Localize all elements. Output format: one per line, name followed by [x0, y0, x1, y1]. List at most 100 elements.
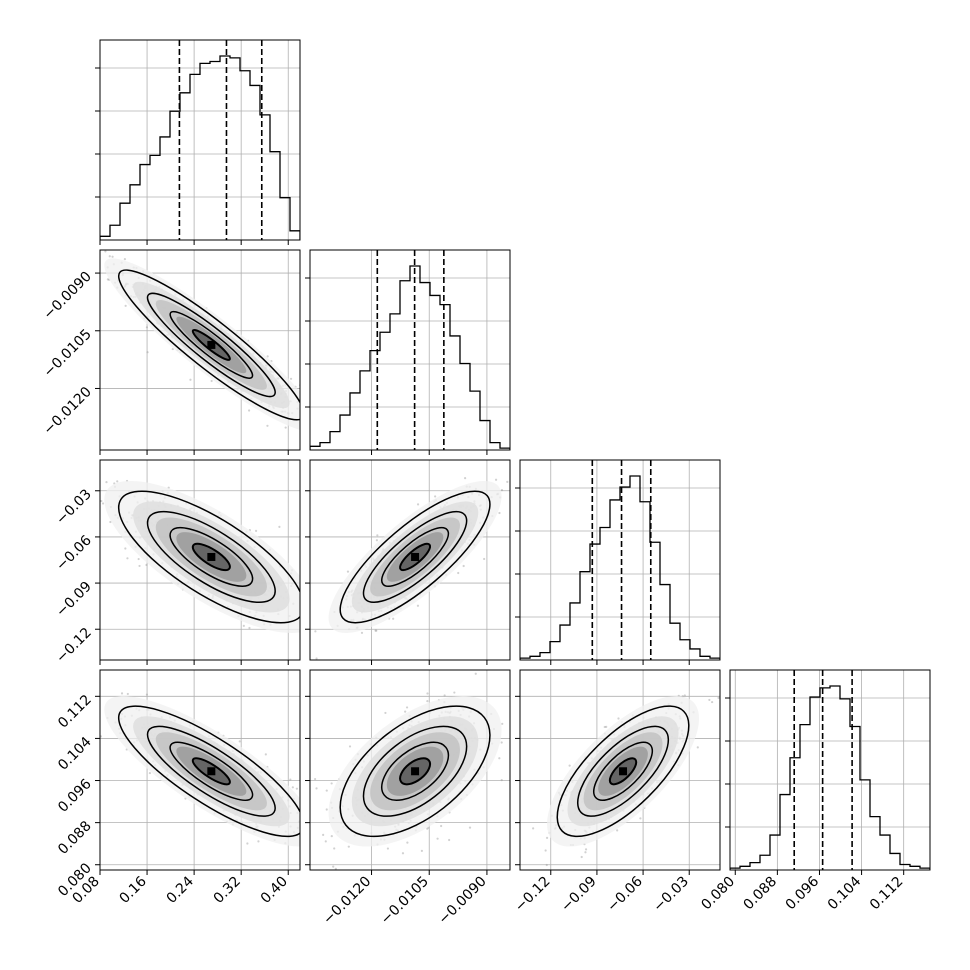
sample-point — [483, 557, 486, 561]
sample-point — [325, 438, 327, 440]
density-group — [97, 692, 309, 847]
sample-point — [266, 424, 269, 427]
sample-point — [306, 413, 308, 415]
contour-2 — [381, 741, 450, 801]
histogram-3 — [730, 685, 930, 870]
sample-point — [440, 824, 443, 828]
sample-point — [324, 840, 327, 843]
sample-point — [302, 609, 304, 611]
sample-point — [501, 722, 504, 725]
y-tick-label-2-0: −0.12 — [53, 625, 95, 667]
contour-1 — [576, 725, 670, 817]
sample-point — [426, 827, 429, 830]
sample-point — [315, 657, 318, 660]
y-tick-label-1-2: −0.0090 — [41, 269, 95, 323]
sample-point — [301, 805, 303, 807]
sample-point — [305, 610, 307, 612]
x-tick-label-3-1: 0.088 — [741, 874, 781, 914]
sample-point — [426, 692, 429, 695]
contour-1 — [362, 510, 468, 604]
panel-frame — [99, 249, 301, 451]
contour-0 — [117, 705, 300, 838]
y-tick-label-1-0: −0.0120 — [41, 384, 95, 438]
sample-point — [247, 409, 251, 412]
sample-point — [289, 778, 292, 781]
density-peak — [411, 552, 420, 561]
sample-point — [332, 865, 335, 868]
x-tick-label-0-3: 0.32 — [211, 874, 244, 907]
sample-point — [448, 838, 451, 842]
contour-3 — [608, 757, 638, 786]
sample-point — [683, 694, 686, 697]
sample-point — [246, 842, 249, 845]
sample-point — [304, 818, 306, 820]
sample-point — [300, 834, 302, 836]
panel-frame — [99, 39, 301, 241]
sample-point — [494, 478, 498, 481]
sample-point — [506, 480, 509, 483]
histogram-0 — [100, 55, 300, 240]
sample-point — [386, 847, 390, 850]
sample-point — [406, 841, 409, 844]
sample-point — [108, 255, 111, 258]
sample-point — [111, 255, 114, 258]
sample-point — [266, 355, 269, 358]
sample-point — [464, 477, 467, 480]
sample-point — [254, 529, 258, 532]
density-group — [532, 694, 720, 867]
y-tick-label-3-1: 0.088 — [55, 818, 95, 858]
sample-point — [315, 787, 318, 790]
contour-0 — [556, 705, 690, 838]
sample-point — [346, 570, 350, 573]
sample-point — [100, 735, 103, 738]
sample-point — [189, 378, 192, 381]
sample-point — [210, 379, 213, 383]
x-tick-label-0-1: 0.16 — [117, 873, 150, 906]
y-tick-label-3-3: 0.104 — [55, 734, 95, 774]
sample-point — [307, 831, 309, 833]
contour-2 — [169, 526, 254, 587]
sample-point — [333, 847, 336, 850]
sample-point — [120, 692, 124, 695]
x-tick-label-1-1: −0.0105 — [378, 874, 432, 928]
y-tick-label-2-2: −0.06 — [53, 532, 95, 574]
x-tick-label-3-2: 0.096 — [783, 873, 823, 913]
x-tick-label-3-4: 0.112 — [867, 874, 907, 914]
sample-point — [443, 694, 446, 697]
sample-point — [148, 771, 152, 775]
sample-point — [257, 840, 260, 843]
panel-frame — [309, 249, 511, 451]
sample-point — [171, 347, 174, 351]
sample-point — [126, 692, 129, 696]
x-tick-label-1-0: −0.0120 — [320, 874, 374, 928]
sample-point — [453, 691, 456, 694]
sample-point — [242, 624, 245, 627]
sample-point — [97, 692, 99, 694]
sample-point — [696, 746, 699, 749]
sample-point — [545, 863, 548, 867]
x-tick-label-3-0: 0.080 — [698, 874, 738, 914]
density-peak — [207, 552, 216, 561]
y-tick-label-1-1: −0.0105 — [41, 326, 95, 380]
panel-1-1 — [305, 249, 511, 455]
panel-frame — [729, 669, 931, 871]
density-peak — [207, 340, 216, 349]
x-tick-label-2-1: −0.09 — [558, 874, 600, 916]
sample-point — [347, 845, 350, 848]
sample-point — [116, 480, 119, 483]
sample-point — [348, 745, 352, 748]
contour-2 — [593, 741, 654, 801]
contour-2 — [169, 310, 254, 379]
density-group — [313, 672, 504, 870]
sample-point — [301, 418, 303, 420]
density-group — [104, 250, 327, 440]
panel-2-0 — [95, 459, 307, 665]
sample-point — [568, 764, 571, 767]
y-tick-label-3-2: 0.096 — [55, 776, 95, 816]
sample-point — [416, 503, 420, 506]
sample-point — [384, 711, 387, 715]
sample-point — [123, 258, 127, 261]
sample-point — [145, 563, 148, 567]
sample-point — [462, 564, 465, 568]
sample-point — [374, 629, 377, 632]
